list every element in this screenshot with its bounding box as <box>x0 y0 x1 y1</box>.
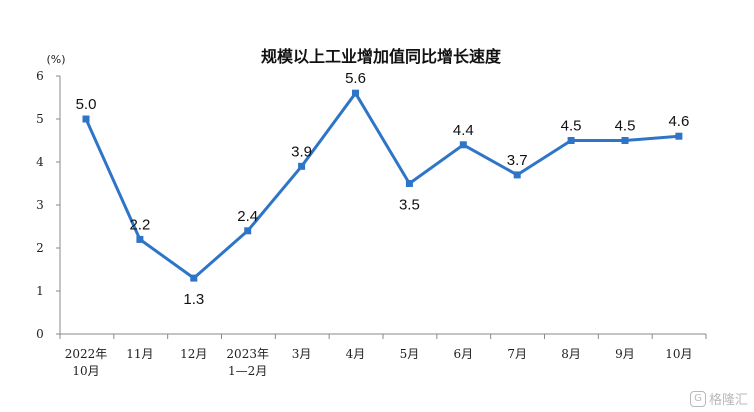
data-label: 1.3 <box>183 291 204 308</box>
y-axis-unit: (%) <box>46 53 65 66</box>
data-label: 5.6 <box>345 70 366 87</box>
data-point <box>244 227 252 235</box>
x-ticks: 2022年 10月 11月 12月 2023年 1—2月 3月 4月 5月 6月 7月 8月 9月 10月 <box>59 334 707 378</box>
x-tick-label: 11月 <box>126 347 153 361</box>
data-label: 2.2 <box>129 216 150 233</box>
x-tick-label: 7月 <box>507 347 527 361</box>
data-point <box>405 180 413 187</box>
data-point <box>298 162 306 170</box>
data-point <box>352 89 359 97</box>
series-line <box>84 91 680 280</box>
data-label: 4.6 <box>668 113 689 130</box>
data-point <box>621 137 629 144</box>
gelonghui-logo-icon: G <box>689 390 706 407</box>
data-labels: 5.0 2.2 1.3 2.4 3.9 5.6 3.5 4.4 3.7 4.5 4.5 4.6 <box>76 70 690 308</box>
x-tick-label: 1—2月 <box>228 364 267 378</box>
data-label: 3.7 <box>507 152 528 169</box>
data-point <box>567 137 575 144</box>
data-point <box>459 141 467 149</box>
data-label: 4.5 <box>615 118 636 135</box>
data-point <box>190 274 198 282</box>
x-tick-label: 5月 <box>400 347 420 361</box>
data-label: 4.5 <box>561 118 582 135</box>
y-tick-label: 2 <box>36 241 44 255</box>
x-tick-label: 2023年 <box>226 347 269 361</box>
x-tick-label: 12月 <box>180 347 207 361</box>
series-growth <box>84 91 680 280</box>
x-tick-label: 10月 <box>665 347 692 361</box>
data-label: 4.4 <box>453 122 474 139</box>
y-tick-label: 5 <box>36 112 44 126</box>
data-label: 3.5 <box>399 197 420 214</box>
x-tick-label: 10月 <box>72 364 99 378</box>
data-point <box>675 132 683 140</box>
data-point <box>513 171 521 179</box>
y-tick-label: 4 <box>36 155 44 169</box>
y-tick-label: 6 <box>36 69 44 83</box>
x-tick-label: 9月 <box>615 347 635 361</box>
watermark: G 格隆汇 <box>689 389 748 408</box>
data-label: 5.0 <box>76 96 97 113</box>
watermark-text: 格隆汇 <box>708 393 748 408</box>
x-tick-label: 3月 <box>292 347 312 361</box>
data-markers <box>82 89 683 282</box>
data-label: 2.4 <box>237 208 258 225</box>
x-tick-label: 4月 <box>346 347 366 361</box>
chart-title: 规模以上工业增加值同比增长速度 <box>261 47 502 66</box>
x-tick-label: 6月 <box>453 347 473 361</box>
y-ticks: 0 1 2 3 4 5 6 <box>36 69 60 341</box>
data-point <box>136 235 144 243</box>
y-tick-label: 1 <box>36 284 44 298</box>
y-tick-label: 3 <box>36 198 44 212</box>
data-label: 3.9 <box>291 143 312 160</box>
data-point <box>82 115 90 123</box>
x-tick-label: 2022年 <box>65 347 108 361</box>
y-tick-label: 0 <box>36 327 44 341</box>
x-tick-label: 8月 <box>561 347 581 361</box>
